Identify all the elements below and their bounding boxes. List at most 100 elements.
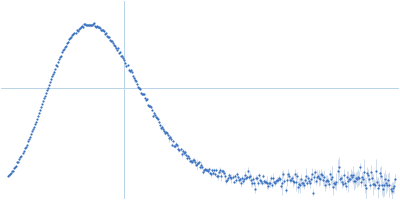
Point (373, 169, 380, 173)
Point (156, 120, 162, 124)
Point (359, 176, 365, 179)
Point (43, 92, 49, 95)
Point (172, 145, 179, 148)
Point (225, 177, 232, 180)
Point (228, 177, 235, 180)
Point (215, 175, 222, 178)
Point (234, 176, 241, 179)
Point (254, 177, 260, 180)
Point (148, 106, 154, 109)
Point (227, 175, 234, 179)
Point (340, 174, 347, 177)
Point (132, 79, 139, 82)
Point (266, 181, 272, 184)
Point (86, 23, 92, 26)
Point (367, 184, 373, 187)
Point (124, 64, 131, 67)
Point (78, 25, 84, 28)
Point (389, 186, 396, 189)
Point (274, 178, 280, 182)
Point (72, 31, 79, 34)
Point (169, 143, 176, 146)
Point (122, 62, 129, 65)
Point (150, 114, 156, 117)
Point (71, 31, 78, 34)
Point (41, 97, 47, 100)
Point (315, 174, 321, 177)
Point (16, 158, 23, 161)
Point (121, 59, 128, 62)
Point (302, 178, 308, 181)
Point (152, 113, 158, 116)
Point (52, 68, 58, 71)
Point (47, 80, 53, 84)
Point (264, 181, 270, 184)
Point (39, 103, 45, 106)
Point (365, 174, 371, 177)
Point (28, 130, 35, 133)
Point (153, 116, 159, 119)
Point (9, 169, 16, 173)
Point (326, 182, 332, 186)
Point (75, 28, 82, 31)
Point (59, 50, 66, 53)
Point (34, 118, 40, 121)
Point (355, 176, 361, 179)
Point (106, 36, 112, 39)
Point (198, 164, 204, 167)
Point (38, 105, 44, 108)
Point (158, 126, 164, 130)
Point (199, 166, 205, 169)
Point (73, 28, 80, 32)
Point (117, 51, 124, 54)
Point (200, 170, 206, 173)
Point (351, 179, 357, 183)
Point (180, 152, 187, 155)
Point (279, 181, 286, 185)
Point (244, 169, 251, 172)
Point (328, 177, 334, 180)
Point (213, 168, 219, 171)
Point (313, 180, 319, 183)
Point (276, 176, 282, 180)
Point (167, 135, 174, 138)
Point (319, 173, 326, 177)
Point (223, 180, 230, 183)
Point (17, 156, 24, 159)
Point (126, 70, 133, 73)
Point (201, 169, 207, 172)
Point (318, 172, 324, 176)
Point (307, 182, 313, 185)
Point (252, 187, 258, 191)
Point (269, 183, 276, 186)
Point (70, 32, 77, 35)
Point (53, 64, 59, 67)
Point (177, 148, 184, 151)
Point (162, 131, 168, 135)
Point (311, 176, 317, 179)
Point (342, 181, 348, 184)
Point (193, 163, 199, 167)
Point (66, 38, 72, 41)
Point (186, 159, 193, 162)
Point (28, 132, 34, 135)
Point (286, 179, 293, 182)
Point (308, 177, 314, 180)
Point (338, 180, 345, 183)
Point (144, 98, 150, 101)
Point (280, 172, 287, 176)
Point (164, 131, 170, 134)
Point (13, 164, 20, 167)
Point (322, 184, 328, 187)
Point (36, 111, 42, 114)
Point (112, 45, 118, 48)
Point (300, 182, 306, 185)
Point (141, 93, 147, 96)
Point (340, 182, 346, 185)
Point (244, 176, 250, 179)
Point (190, 159, 196, 162)
Point (283, 178, 290, 181)
Point (178, 152, 185, 156)
Point (294, 175, 300, 178)
Point (11, 167, 18, 170)
